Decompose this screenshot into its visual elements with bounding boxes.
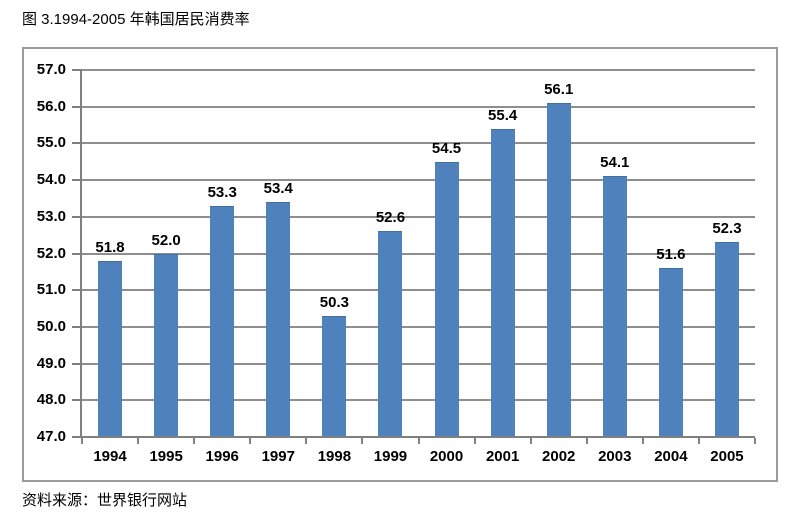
y-axis-tick [72, 215, 82, 218]
y-axis-line [80, 70, 82, 437]
y-axis-tick [72, 325, 82, 328]
y-axis-tick [72, 399, 82, 402]
x-axis-tick [585, 438, 588, 444]
bar-value-label: 52.6 [375, 209, 406, 227]
x-axis-tick [697, 438, 700, 444]
y-axis-tick [72, 179, 82, 182]
x-axis-label-2002: 2002 [542, 448, 576, 465]
x-axis-label-2005: 2005 [710, 448, 744, 465]
bar-1999 [378, 231, 403, 437]
y-axis-tick [72, 436, 82, 438]
y-gridline [82, 215, 755, 218]
y-axis-label: 51.0 [36, 281, 66, 299]
bar-2001 [490, 128, 515, 437]
bar-value-label: 55.4 [488, 106, 518, 124]
bar-1994 [98, 260, 123, 437]
y-gridline [82, 105, 755, 108]
x-axis-tick [81, 438, 83, 444]
y-axis-label: 53.0 [36, 207, 66, 225]
x-axis-tick [754, 438, 756, 444]
bar-2003 [602, 176, 627, 437]
x-axis-tick [305, 438, 308, 444]
bar-2002 [546, 103, 571, 437]
bar-2000 [434, 161, 459, 437]
y-axis-label: 54.0 [36, 171, 66, 189]
y-gridline [82, 289, 755, 292]
y-axis-tick [72, 362, 82, 365]
y-axis-label: 57.0 [36, 61, 66, 78]
x-axis-tick [529, 438, 532, 444]
y-gridline [82, 325, 755, 328]
bar-1995 [154, 253, 179, 437]
bar-value-label: 51.6 [656, 246, 686, 264]
x-axis-label-1997: 1997 [261, 448, 295, 465]
x-axis-label-1998: 1998 [317, 448, 352, 465]
bar-1996 [210, 205, 235, 437]
bar-value-label: 54.1 [600, 154, 630, 172]
bar-1997 [266, 202, 291, 437]
x-axis-line [80, 436, 755, 438]
x-axis-label-1996: 1996 [205, 448, 239, 465]
bar-value-label: 51.8 [95, 238, 125, 256]
y-axis-label: 52.0 [36, 244, 66, 262]
x-axis-label-1995: 1995 [149, 448, 183, 465]
bar-value-label: 52.0 [151, 231, 181, 249]
x-axis-tick [473, 438, 476, 444]
bar-value-label: 54.5 [431, 139, 462, 157]
bar-value-label: 56.1 [544, 81, 574, 99]
y-gridline [82, 362, 755, 365]
y-axis-tick [72, 252, 82, 255]
y-gridline [82, 69, 755, 71]
x-axis-tick [193, 438, 196, 444]
y-axis-tick [72, 289, 82, 292]
y-axis-label: 47.0 [36, 428, 66, 445]
y-gridline [82, 179, 755, 182]
y-gridline [82, 399, 755, 402]
y-axis-label: 55.0 [36, 134, 66, 152]
x-axis-label-2001: 2001 [485, 448, 520, 465]
bar-1998 [322, 315, 347, 437]
bar-2005 [714, 242, 739, 437]
x-axis-tick [137, 438, 140, 444]
x-axis-tick [641, 438, 644, 444]
y-axis-label: 49.0 [36, 354, 66, 372]
bar-value-label: 53.3 [207, 183, 237, 201]
chart-frame: 47.0 48.0 49.0 50.0 51.0 52.0 53.0 54.0 55.0 56.0… [22, 47, 778, 482]
x-axis-tick [361, 438, 364, 444]
bar-value-label: 50.3 [319, 293, 349, 311]
y-gridline [82, 142, 755, 145]
x-axis-label-2003: 2003 [598, 448, 632, 465]
y-axis-label: 48.0 [36, 391, 66, 409]
bar-value-label: 53.4 [263, 180, 293, 198]
x-axis-label-2000: 2000 [429, 448, 464, 465]
y-axis-label: 56.0 [36, 97, 66, 115]
source-note: 资料来源：世界银行网站 [22, 492, 188, 509]
chart-title: 图 3.1994-2005 年韩国居民消费率 [22, 11, 250, 28]
bar-2004 [658, 268, 683, 437]
x-axis-label-1994: 1994 [93, 448, 127, 465]
x-axis-tick [249, 438, 252, 444]
y-axis-tick [72, 69, 82, 71]
x-axis-label-1999: 1999 [373, 448, 408, 465]
y-gridline [82, 252, 755, 255]
y-axis-tick [72, 105, 82, 108]
x-axis-label-2004: 2004 [654, 448, 688, 465]
bar-value-label: 52.3 [712, 220, 742, 238]
y-axis-tick [72, 142, 82, 145]
y-axis-label: 50.0 [36, 317, 66, 335]
x-axis-tick [417, 438, 420, 444]
